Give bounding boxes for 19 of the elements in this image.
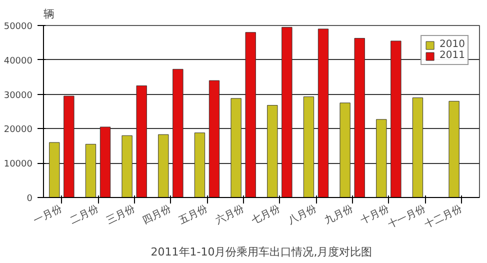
y-tick-label: 10000 (4, 160, 33, 170)
x-tick-label: 二月份 (68, 204, 100, 226)
text: 2011年1-10月份乘用车出口情况,月度对比图 (150, 246, 372, 258)
x-tick-label: 四月份 (141, 204, 174, 226)
y-tick-label: 30000 (4, 90, 33, 101)
y-axis-title: 辆 (44, 8, 54, 20)
x-tick-label: 八月份 (286, 204, 318, 226)
x-tick-label: 七月份 (250, 202, 282, 226)
y-tick-label: 40000 (4, 56, 33, 66)
legend-label: 2010 (440, 39, 465, 50)
x-tick-label: 九月份 (322, 202, 355, 226)
y-tick-label: 50000 (4, 22, 33, 32)
x-tick-label: 五月份 (178, 204, 210, 226)
x-tick-label: 六月份 (213, 202, 246, 226)
x-tick-label: 一月份 (32, 204, 64, 226)
x-tick-label: 三月份 (104, 204, 137, 226)
y-tick-label: 0 (26, 194, 33, 204)
legend-label: 2011 (440, 50, 465, 61)
y-tick-label: 20000 (4, 125, 33, 136)
